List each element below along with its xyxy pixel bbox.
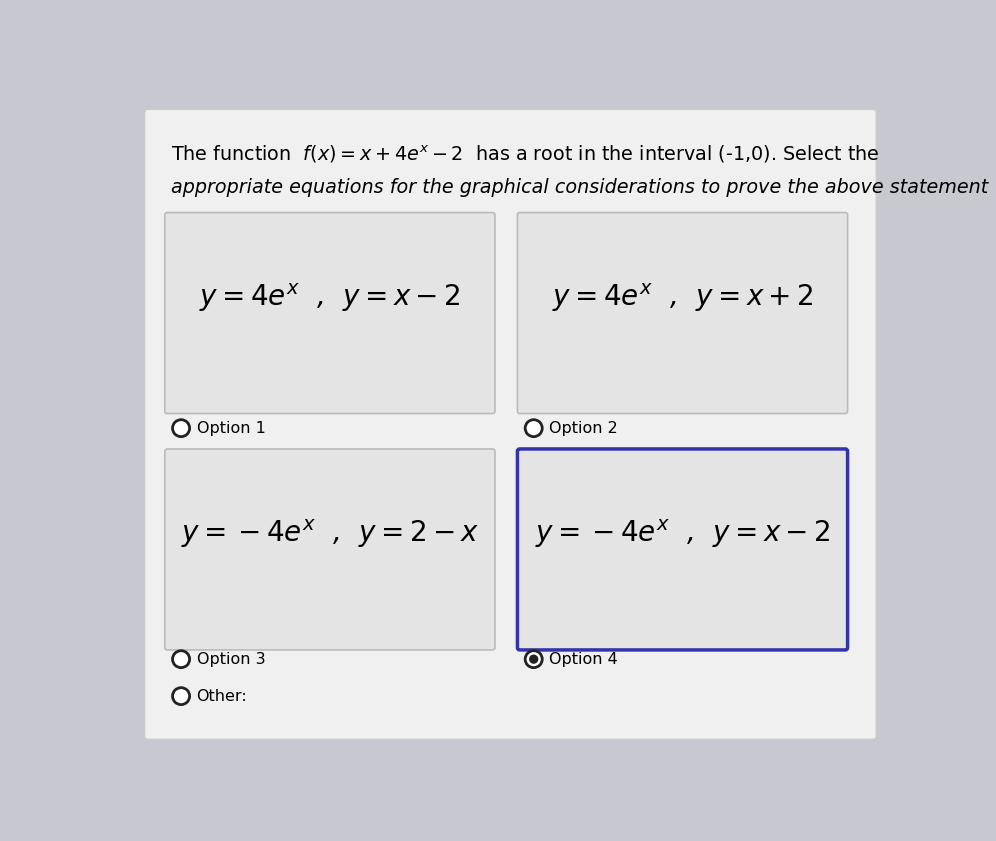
Circle shape: [525, 420, 542, 436]
Text: Option 4: Option 4: [549, 652, 618, 667]
Circle shape: [172, 420, 189, 436]
Circle shape: [172, 688, 189, 705]
Text: $y=-4e^x$  ,  $y=x-2$: $y=-4e^x$ , $y=x-2$: [535, 517, 831, 550]
Text: Option 2: Option 2: [549, 420, 618, 436]
FancyBboxPatch shape: [518, 449, 848, 650]
FancyBboxPatch shape: [164, 213, 495, 414]
Text: $y=4e^x$  ,  $y=x-2$: $y=4e^x$ , $y=x-2$: [199, 281, 460, 314]
FancyBboxPatch shape: [518, 213, 848, 414]
Circle shape: [529, 654, 539, 664]
Text: appropriate equations for the graphical considerations to prove the above statem: appropriate equations for the graphical …: [171, 178, 988, 197]
Text: $y=4e^x$  ,  $y=x+2$: $y=4e^x$ , $y=x+2$: [552, 281, 813, 314]
Text: Option 1: Option 1: [196, 420, 266, 436]
Text: Other:: Other:: [196, 689, 247, 704]
Text: $y=-4e^x$  ,  $y=2-x$: $y=-4e^x$ , $y=2-x$: [180, 517, 479, 550]
FancyBboxPatch shape: [144, 109, 876, 739]
Text: Option 3: Option 3: [196, 652, 265, 667]
Circle shape: [525, 651, 542, 668]
FancyBboxPatch shape: [164, 449, 495, 650]
Circle shape: [172, 651, 189, 668]
Text: The function  $f(x) = x+4e^x-2$  has a root in the interval (-1,0). Select the: The function $f(x) = x+4e^x-2$ has a roo…: [171, 143, 879, 165]
